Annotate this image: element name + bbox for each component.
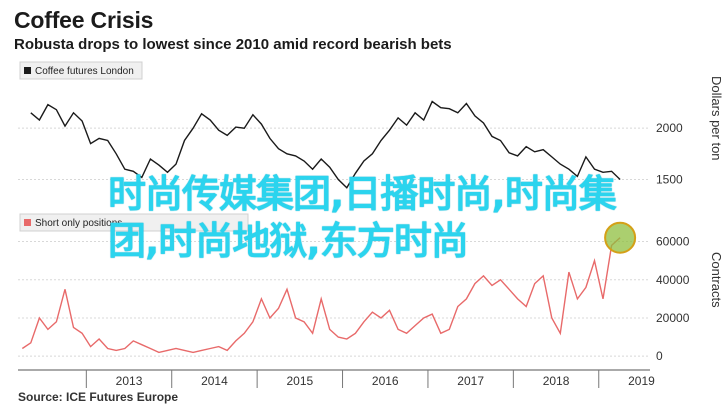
top-legend-label: Coffee futures London [35,66,134,77]
xtick-label-4: 2017 [457,374,484,388]
xtick-label-3: 2016 [372,374,399,388]
bottom-legend-box [19,213,249,232]
bottom-legend-swatch [24,219,31,226]
xtick-label-2: 2015 [286,374,313,388]
series-line-1-0 [21,237,621,354]
chart-subtitle: Robusta drops to lowest since 2010 amid … [14,36,452,53]
bottom-legend-label: Short only positions [35,218,122,229]
top-panel: Coffee futures London 1500 2000 [18,61,683,189]
ytick-label-0-1: 2000 [656,121,683,135]
ytick-label-1-2: 40000 [656,273,690,287]
top-ylabel: Dollars per ton [709,76,724,161]
xtick-label-5: 2018 [543,374,570,388]
ytick-label-1-0: 0 [656,349,663,363]
bottom-ylabel: Contracts [709,252,724,308]
bottom-panel: Short only positions 0 20000 40000 60000 [18,213,690,363]
xtick-label-0: 2013 [116,374,143,388]
latest-value-highlight [604,221,637,254]
ytick-label-0-0: 1500 [656,172,683,186]
top-legend-swatch [24,67,31,74]
chart-title: Coffee Crisis [14,7,154,33]
ytick-label-1-3: 60000 [656,235,690,249]
series-line-0-0 [30,100,621,189]
overlay-text-line1: 时尚传媒集团,日播时尚,时尚集 [108,172,617,216]
chart-source: Source: ICE Futures Europe [18,390,179,404]
ytick-label-1-1: 20000 [656,311,690,325]
x-axis: 2013 2014 2015 2016 2017 2018 2019 [18,369,655,388]
top-legend-box [19,61,143,80]
overlay-text-line2: 团,时尚地狱,东方时尚 [108,219,469,263]
xtick-label-6: 2019 [628,374,655,388]
xtick-label-1: 2014 [201,374,228,388]
